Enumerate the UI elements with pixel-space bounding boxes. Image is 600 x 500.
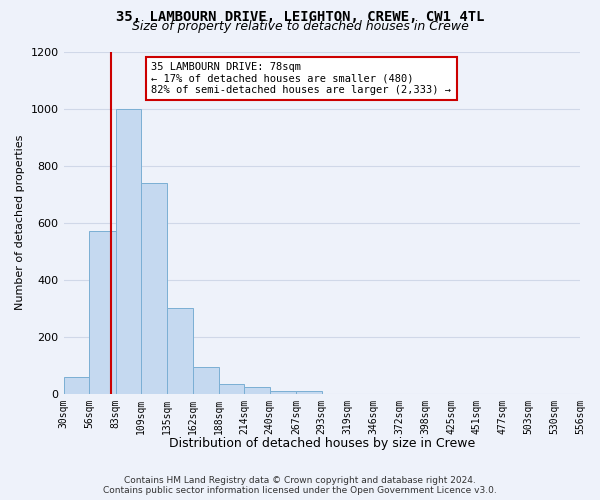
Bar [64,377,89,394]
Text: 35, LAMBOURN DRIVE, LEIGHTON, CREWE, CW1 4TL: 35, LAMBOURN DRIVE, LEIGHTON, CREWE, CW1… [116,10,484,24]
Text: 35 LAMBOURN DRIVE: 78sqm
← 17% of detached houses are smaller (480)
82% of semi-: 35 LAMBOURN DRIVE: 78sqm ← 17% of detach… [151,62,451,95]
Bar [270,390,296,394]
Text: Size of property relative to detached houses in Crewe: Size of property relative to detached ho… [131,20,469,33]
X-axis label: Distribution of detached houses by size in Crewe: Distribution of detached houses by size … [169,437,475,450]
Bar [167,308,193,394]
Bar [116,108,141,394]
Bar [89,232,116,394]
Bar [218,384,244,394]
Y-axis label: Number of detached properties: Number of detached properties [15,135,25,310]
Bar [141,183,167,394]
Text: Contains HM Land Registry data © Crown copyright and database right 2024.
Contai: Contains HM Land Registry data © Crown c… [103,476,497,495]
Bar [193,367,218,394]
Bar [244,387,270,394]
Bar [296,390,322,394]
